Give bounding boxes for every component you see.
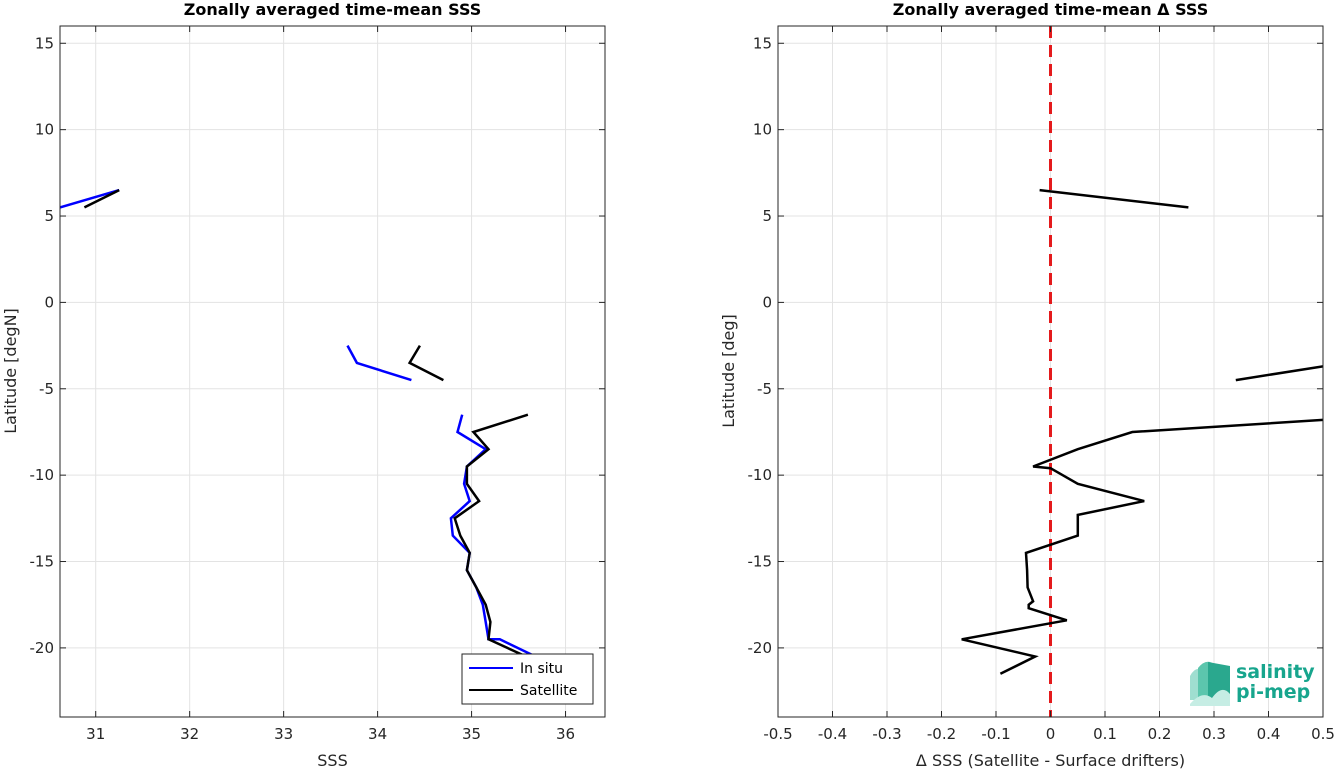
y-axis-label: Latitude [degN]: [1, 308, 20, 434]
plot-frame: [59, 25, 606, 718]
legend-box: [461, 653, 594, 705]
chart-title: Zonally averaged time-mean SSS: [184, 0, 482, 19]
logo-text-salinity: salinity: [1236, 661, 1315, 683]
logo-text-pi-mep: pi-mep: [1236, 681, 1310, 703]
y-tick-label: 10: [753, 121, 772, 139]
y-tick-label: -10: [30, 466, 55, 484]
y-tick-label: -15: [748, 553, 773, 571]
x-tick-label: 0.1: [1093, 725, 1117, 743]
y-tick-label: -20: [748, 639, 773, 657]
series-line-in-situ-segment-0: [60, 188, 120, 209]
x-tick-label: -0.5: [763, 725, 792, 743]
y-tick-label: -5: [39, 380, 54, 398]
series-line-delta-sss-segment-1: [1235, 365, 1323, 382]
y-axis-label: Latitude [deg]: [719, 314, 738, 428]
x-tick-label: 0.3: [1202, 725, 1226, 743]
y-tick-label: 0: [44, 293, 54, 311]
y-tick-label: 5: [762, 207, 772, 225]
left-panel-sss: 31 32 33 34 35 36 -20 -15 -10 -5 0 5 10 15 Zonally ave…: [1, 0, 606, 769]
x-tick-label: -0.3: [872, 725, 901, 743]
x-tick-label: 0.4: [1257, 725, 1281, 743]
series-line-delta-sss-segment-0: [1039, 188, 1189, 209]
y-tick-label: -15: [30, 553, 55, 571]
y-tick-label: 10: [35, 121, 54, 139]
x-tick-label: 35: [462, 725, 481, 743]
x-tick-label: 32: [180, 725, 199, 743]
x-tick-label: -0.4: [818, 725, 847, 743]
series-line-satellite-segment-2: [453, 413, 529, 658]
x-tick-label: 0.5: [1311, 725, 1335, 743]
series-line-in-situ-segment-1: [346, 345, 412, 382]
x-tick-label: 36: [556, 725, 575, 743]
series-line-in-situ-segment-2: [449, 414, 537, 658]
y-tick-label: 0: [762, 293, 772, 311]
salinity-pi-mep-logo: salinity pi-mep: [1190, 661, 1315, 706]
x-axis-label: SSS: [317, 751, 347, 769]
chart-title: Zonally averaged time-mean Δ SSS: [893, 0, 1209, 19]
y-tick-label: -5: [757, 380, 772, 398]
logo-wave-icon: [1190, 661, 1230, 706]
series-line-delta-sss-segment-2: [961, 418, 1323, 675]
y-tick-label: -10: [748, 466, 773, 484]
x-tick-label: 0: [1046, 725, 1056, 743]
legend-label-satellite: Satellite: [520, 683, 577, 699]
series-line-satellite-segment-0: [83, 188, 120, 209]
x-tick-label: 31: [86, 725, 105, 743]
legend: In situ Satellite: [461, 653, 594, 705]
series-line-satellite-segment-1: [407, 344, 444, 382]
y-tick-label: -20: [30, 639, 55, 657]
x-tick-label: -0.2: [927, 725, 956, 743]
x-tick-label: 33: [274, 725, 293, 743]
legend-label-in-situ: In situ: [520, 661, 563, 677]
x-tick-label: -0.1: [981, 725, 1010, 743]
y-tick-label: 15: [753, 34, 772, 52]
y-tick-label: 5: [44, 207, 54, 225]
x-tick-label: 34: [368, 725, 387, 743]
x-axis-label: Δ SSS (Satellite - Surface drifters): [916, 751, 1185, 769]
y-tick-label: 15: [35, 34, 54, 52]
right-panel-delta-sss: -0.5 -0.4 -0.3 -0.2 -0.1 0 0.1 0.2 0.3 0.4 0.5 -20 -…: [719, 0, 1335, 769]
x-tick-label: 0.2: [1148, 725, 1172, 743]
